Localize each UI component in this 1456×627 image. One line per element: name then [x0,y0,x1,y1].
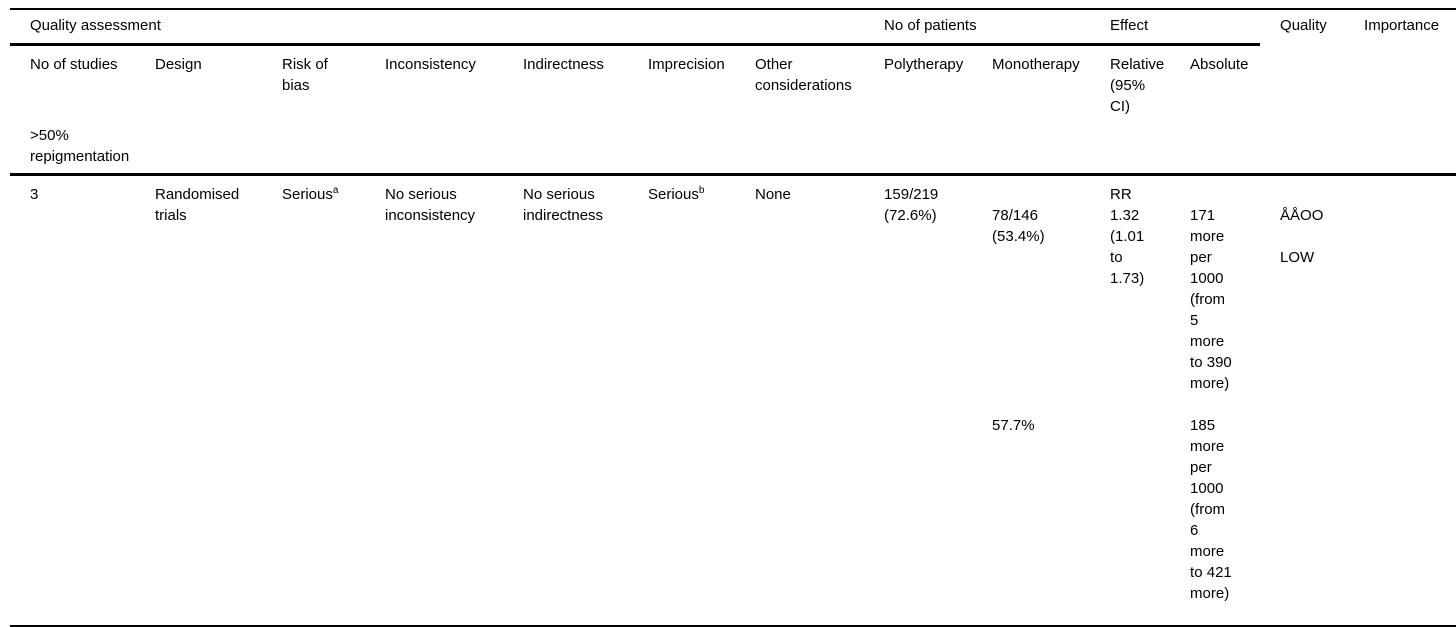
cell-importance [1344,175,1456,627]
column-header-no-of-studies: No of studies [30,56,118,73]
cell-indirectness: No serious indirectness [523,186,604,224]
column-header-absolute: Absolute [1190,56,1249,73]
cell-absolute: 171 more per 1000 (from 5 more to 390 mo… [1170,175,1260,627]
risk-of-bias-value: Serious [282,186,333,203]
column-header-row: No of studies Design Risk of bias Incons… [10,45,1456,122]
monotherapy-primary-value: 78/146 (53.4%) [992,207,1045,245]
quality-rating-label: LOW [1280,249,1315,266]
monotherapy-secondary-value: 57.7% [992,417,1035,434]
cell-risk-of-bias: Seriousa [262,175,365,627]
imprecision-value: Serious [648,186,699,203]
column-header-imprecision: Imprecision [648,56,725,73]
column-header-monotherapy: Monotherapy [992,56,1080,73]
column-header-polytherapy: Polytherapy [884,56,964,73]
cell-no-of-studies: 3 [30,186,39,203]
cell-polytherapy: 159/219 (72.6%) [884,186,939,224]
outcome-section-label: >50% repigmentation [10,121,1456,176]
cell-imprecision: Seriousb [628,175,735,627]
grade-evidence-table: Quality assessment No of patients Effect… [10,8,1456,627]
column-header-inconsistency: Inconsistency [385,56,476,73]
group-header-quality-assessment: Quality assessment [10,9,865,46]
cell-relative-95ci: RR 1.32 (1.01 to 1.73) [1110,186,1145,287]
footnote-marker-b: b [698,185,705,196]
column-header-relative-95ci: Relative (95% CI) [1110,56,1165,115]
cell-monotherapy: 78/146 (53.4%) 57.7% [972,175,1090,627]
absolute-primary-value: 171 more per 1000 (from 5 more to 390 mo… [1190,207,1232,392]
group-header-row: Quality assessment No of patients Effect… [10,9,1456,46]
column-header-risk-of-bias: Risk of bias [282,56,328,94]
quality-rating-symbols: ÅÅOO [1280,207,1324,224]
group-header-no-of-patients: No of patients [864,9,1091,46]
column-header-other-considerations: Other considerations [755,56,852,94]
evidence-data-row: 3 Randomised trials Seriousa No serious … [10,175,1456,627]
footnote-marker-a: a [332,185,339,196]
cell-other-considerations: None [755,186,791,203]
outcome-section-row: >50% repigmentation [10,121,1456,176]
group-header-effect: Effect [1090,9,1261,46]
column-header-quality: Quality [1280,17,1327,34]
cell-inconsistency: No serious inconsistency [385,186,476,224]
column-header-design: Design [155,56,202,73]
cell-quality: ÅÅOO LOW [1260,175,1344,627]
column-header-indirectness: Indirectness [523,56,604,73]
cell-design: Randomised trials [155,186,240,224]
absolute-secondary-value: 185 more per 1000 (from 6 more to 421 mo… [1190,417,1232,602]
column-header-importance: Importance [1364,17,1440,34]
